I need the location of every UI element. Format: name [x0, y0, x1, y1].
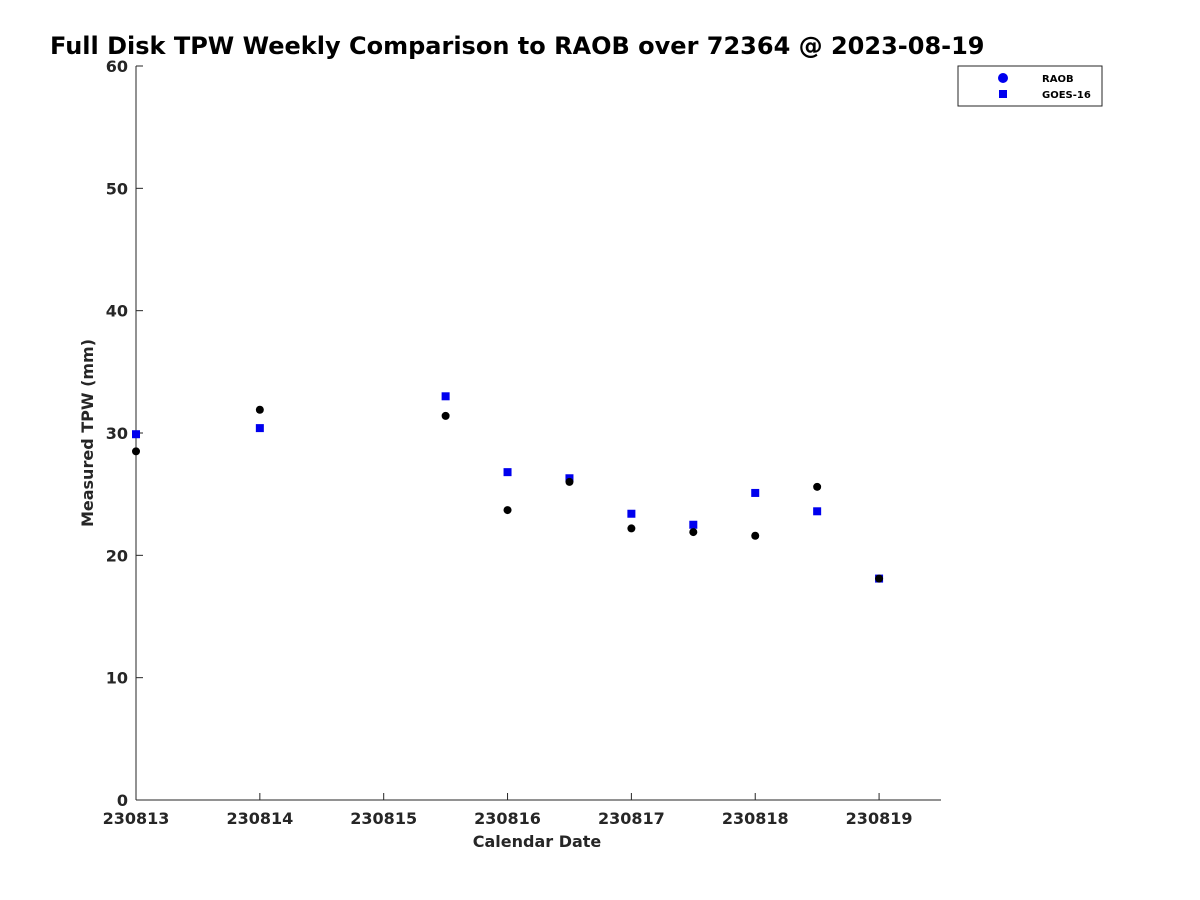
x-tick-label: 230817 — [598, 809, 665, 828]
y-tick-label: 0 — [117, 791, 128, 810]
plot-axes — [135, 66, 941, 801]
goes-16-point — [503, 468, 512, 477]
x-tick-label: 230813 — [103, 809, 170, 828]
raob-point — [132, 447, 140, 456]
x-tick-label: 230816 — [474, 809, 541, 828]
goes-16-point — [255, 424, 264, 433]
raob-point — [689, 528, 698, 537]
y-tick-label: 20 — [106, 546, 128, 565]
goes-16-point — [441, 392, 450, 401]
raob-point — [565, 477, 574, 486]
x-ticks: 230813 230814 230815 230816 230817 230818 2308… — [103, 793, 913, 828]
goes-16-point — [132, 430, 140, 439]
raob-point — [813, 482, 822, 491]
x-tick-label: 230818 — [722, 809, 789, 828]
y-tick-label: 10 — [106, 669, 128, 688]
x-tick-label: 230819 — [846, 809, 913, 828]
data-points — [132, 392, 884, 583]
legend-label: RAOB — [1042, 74, 1074, 85]
chart-title: Full Disk TPW Weekly Comparison to RAOB … — [50, 32, 985, 60]
x-tick-label: 230814 — [226, 809, 293, 828]
legend-box — [957, 65, 1103, 107]
goes-16-point — [751, 488, 760, 497]
raob-point — [875, 574, 884, 583]
y-tick-label: 40 — [106, 302, 128, 321]
x-axis-label: Calendar Date — [473, 832, 602, 851]
goes-16-point — [627, 509, 636, 518]
goes-16-point — [813, 507, 822, 516]
x-tick-label: 230815 — [350, 809, 417, 828]
raob-point — [441, 411, 450, 420]
raob-point — [503, 506, 512, 515]
y-tick-label: 60 — [106, 57, 128, 76]
raob-point — [627, 524, 636, 533]
legend: RAOB GOES-16 — [957, 65, 1103, 107]
y-tick-label: 50 — [106, 179, 128, 198]
legend-label: GOES-16 — [1042, 90, 1091, 101]
raob-point — [751, 531, 760, 540]
legend-goes-16-marker — [999, 90, 1007, 98]
y-ticks: 0 10 20 30 40 50 60 — [106, 57, 143, 810]
y-tick-label: 30 — [106, 424, 128, 443]
y-axis-label: Measured TPW (mm) — [78, 339, 97, 527]
legend-raob-marker — [998, 73, 1008, 83]
goes-16-point — [689, 520, 698, 529]
raob-point — [255, 405, 264, 414]
